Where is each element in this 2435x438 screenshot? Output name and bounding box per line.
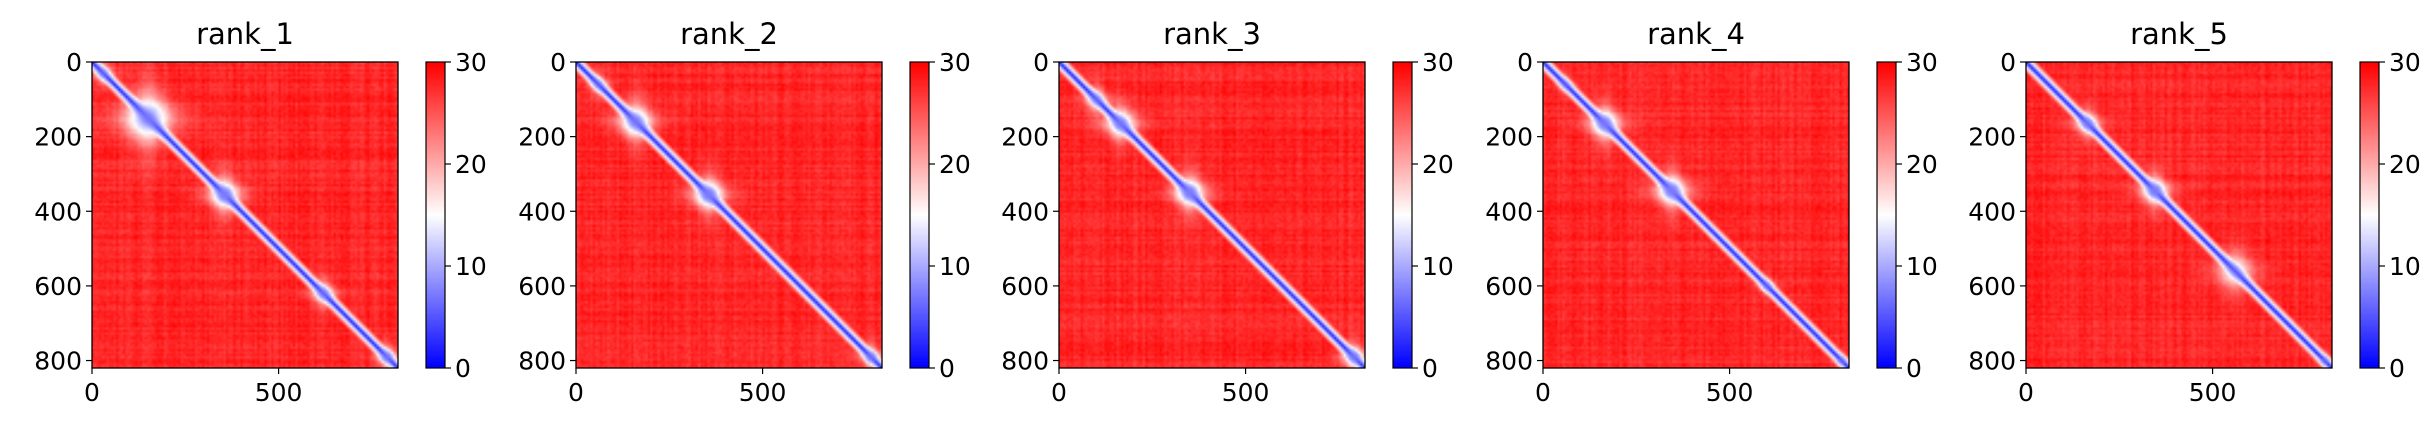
- x-tick-label: 500: [739, 378, 787, 407]
- colorbar-tick-label: 0: [1906, 354, 1922, 383]
- colorbar-tick-label: 10: [939, 252, 971, 281]
- heatmap-image: [576, 62, 882, 368]
- colorbar-tick-label: 10: [2389, 252, 2421, 281]
- y-tick-label: 0: [550, 48, 566, 77]
- x-tick-label: 0: [568, 378, 584, 407]
- colorbar-tick-label: 10: [455, 252, 487, 281]
- x-tick-label: 0: [84, 378, 100, 407]
- colorbar-tick-label: 30: [2389, 48, 2421, 77]
- colorbar-tick-label: 30: [1422, 48, 1454, 77]
- y-tick-label: 800: [1485, 347, 1533, 376]
- y-tick-label: 600: [1001, 272, 1049, 301]
- x-tick-label: 0: [1535, 378, 1551, 407]
- colorbar-tick-label: 10: [1422, 252, 1454, 281]
- x-tick-label: 500: [255, 378, 303, 407]
- y-tick-label: 200: [1968, 123, 2016, 152]
- y-tick-label: 400: [1001, 197, 1049, 226]
- colorbar-tick-label: 30: [455, 48, 487, 77]
- colorbar-frame: [1876, 61, 1897, 369]
- colorbar-frame: [425, 61, 446, 369]
- colorbar-tick-label: 0: [2389, 354, 2405, 383]
- panel-title: rank_4: [1647, 17, 1745, 51]
- y-tick-label: 400: [1485, 197, 1533, 226]
- y-tick-label: 200: [34, 123, 82, 152]
- panel-title: rank_5: [2130, 17, 2228, 51]
- y-tick-label: 200: [518, 123, 566, 152]
- x-tick-label: 500: [1706, 378, 1754, 407]
- y-tick-label: 0: [66, 48, 82, 77]
- x-tick-label: 0: [2018, 378, 2034, 407]
- y-tick-label: 600: [1968, 272, 2016, 301]
- x-tick-label: 0: [1051, 378, 1067, 407]
- colorbar: [1877, 62, 1896, 368]
- colorbar-frame: [2359, 61, 2380, 369]
- y-tick-label: 400: [1968, 197, 2016, 226]
- y-tick-label: 0: [1033, 48, 1049, 77]
- colorbar: [2360, 62, 2379, 368]
- y-tick-label: 800: [1968, 347, 2016, 376]
- colorbar-tick-label: 20: [1422, 150, 1454, 179]
- y-tick-label: 600: [34, 272, 82, 301]
- colorbar-tick-label: 20: [455, 150, 487, 179]
- colorbar-tick-label: 20: [939, 150, 971, 179]
- y-tick-label: 800: [34, 347, 82, 376]
- colorbar-tick-label: 20: [1906, 150, 1938, 179]
- colorbar-tick-label: 0: [455, 354, 471, 383]
- heatmap-image: [1059, 62, 1365, 368]
- axes-frame: [2025, 61, 2333, 369]
- colorbar-tick-label: 10: [1906, 252, 1938, 281]
- axes-frame: [1058, 61, 1366, 369]
- panel-title: rank_2: [680, 17, 778, 51]
- y-tick-label: 800: [518, 347, 566, 376]
- heatmap-image: [1543, 62, 1849, 368]
- colorbar-tick-label: 30: [1906, 48, 1938, 77]
- heatmap-image: [2026, 62, 2332, 368]
- colorbar: [426, 62, 445, 368]
- y-tick-label: 800: [1001, 347, 1049, 376]
- colorbar: [910, 62, 929, 368]
- axes-frame: [1542, 61, 1850, 369]
- y-tick-label: 200: [1001, 123, 1049, 152]
- colorbar-tick-label: 0: [1422, 354, 1438, 383]
- y-tick-label: 600: [1485, 272, 1533, 301]
- colorbar-tick-label: 30: [939, 48, 971, 77]
- colorbar-frame: [909, 61, 930, 369]
- y-tick-label: 400: [34, 197, 82, 226]
- y-tick-label: 600: [518, 272, 566, 301]
- axes-frame: [91, 61, 399, 369]
- y-tick-label: 200: [1485, 123, 1533, 152]
- heatmap-image: [92, 62, 398, 368]
- colorbar-frame: [1392, 61, 1413, 369]
- panel-title: rank_1: [196, 17, 294, 51]
- colorbar: [1393, 62, 1412, 368]
- colorbar-tick-label: 0: [939, 354, 955, 383]
- panel-title: rank_3: [1163, 17, 1261, 51]
- axes-frame: [575, 61, 883, 369]
- y-tick-label: 0: [2000, 48, 2016, 77]
- y-tick-label: 0: [1517, 48, 1533, 77]
- x-tick-label: 500: [2189, 378, 2237, 407]
- colorbar-tick-label: 20: [2389, 150, 2421, 179]
- y-tick-label: 400: [518, 197, 566, 226]
- x-tick-label: 500: [1222, 378, 1270, 407]
